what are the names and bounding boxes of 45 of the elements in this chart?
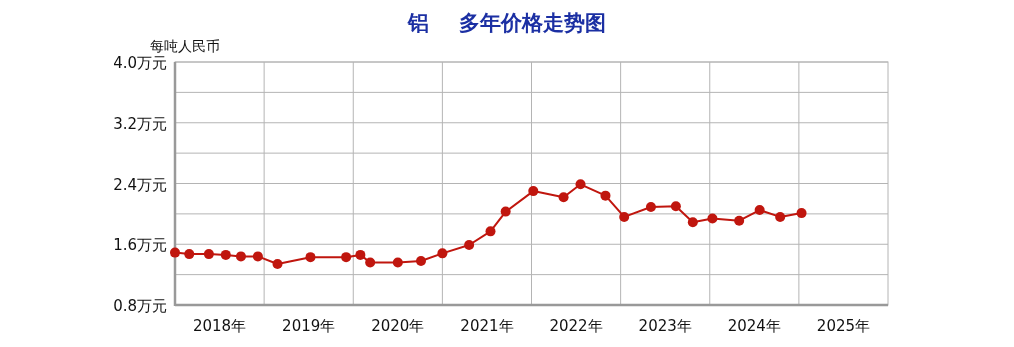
point	[754, 205, 765, 216]
point	[235, 251, 246, 262]
x-tick-label: 2023年	[638, 317, 692, 335]
point	[365, 257, 376, 268]
y-tick-label: 4.0万元	[113, 54, 167, 72]
x-tick-label: 2019年	[282, 317, 336, 335]
point	[687, 217, 698, 228]
point	[437, 248, 448, 259]
point	[670, 201, 681, 212]
y-tick-label: 0.8万元	[113, 297, 167, 315]
point	[252, 251, 263, 262]
point	[600, 190, 611, 201]
point	[775, 211, 786, 222]
point	[645, 202, 656, 213]
x-tick-label: 2025年	[816, 317, 871, 335]
point	[485, 226, 496, 237]
point	[220, 249, 231, 260]
point	[272, 258, 283, 269]
point	[415, 255, 426, 266]
y-tick-label: 2.4万元	[113, 175, 167, 194]
point	[184, 249, 195, 260]
point	[500, 206, 511, 217]
x-tick-label: 2024年	[727, 317, 781, 335]
y-axis-title: 每吨人民币	[150, 38, 220, 54]
x-tick-label: 2018年	[192, 317, 247, 335]
x-tick-label: 2021年	[460, 317, 514, 335]
point	[341, 252, 352, 263]
point	[575, 179, 586, 190]
chart-title: 铝 多年价格走势图	[407, 11, 606, 35]
point	[796, 208, 807, 219]
y-tick-label: 1.6万元	[113, 236, 167, 255]
y-tick-label: 3.2万元	[113, 114, 167, 133]
point	[734, 215, 745, 226]
point	[305, 252, 316, 263]
point	[464, 240, 475, 251]
point	[707, 213, 718, 224]
point	[170, 247, 180, 258]
point	[392, 257, 403, 268]
point	[619, 211, 630, 222]
point	[355, 249, 366, 260]
point	[558, 192, 569, 203]
point	[528, 186, 539, 197]
x-tick-label: 2022年	[549, 317, 603, 335]
x-tick-label: 2020年	[371, 317, 425, 335]
point	[203, 249, 214, 260]
